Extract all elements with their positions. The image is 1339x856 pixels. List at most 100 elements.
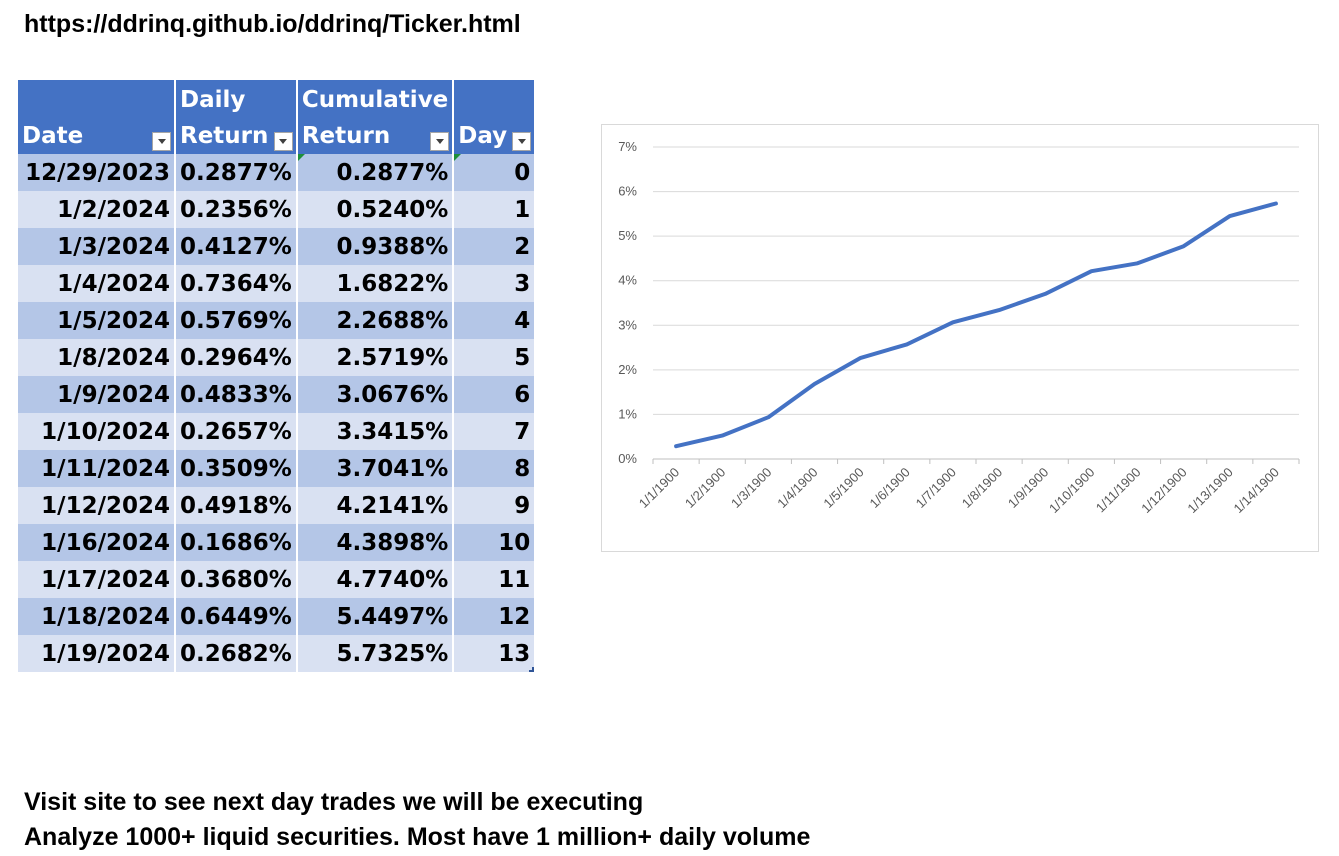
cell-date[interactable]: 1/19/2024 xyxy=(18,635,176,672)
cell-daily-return[interactable]: 0.2682% xyxy=(175,635,298,672)
cell-date[interactable]: 1/5/2024 xyxy=(18,302,176,339)
cell-date[interactable]: 1/3/2024 xyxy=(18,228,176,265)
cell-value: 1 xyxy=(514,196,531,223)
x-tick-label: 1/6/1900 xyxy=(867,465,913,511)
cell-daily-return[interactable]: 0.2877% xyxy=(175,154,298,191)
cell-date[interactable]: 1/8/2024 xyxy=(18,339,176,376)
cell-value: 1/3/2024 xyxy=(57,233,170,260)
cumulative-return-chart[interactable]: 0% 1% 2% 3% 4% 5% 6% 7% 1/1/1900 1/2/1900 1/3/1900… xyxy=(601,124,1319,552)
x-tick-label: 1/10/1900 xyxy=(1046,465,1098,517)
filter-dropdown-icon[interactable] xyxy=(512,132,532,151)
cell-date[interactable]: 1/11/2024 xyxy=(18,450,176,487)
y-tick-label: 7% xyxy=(618,139,637,154)
cell-cumulative-return[interactable]: 4.7740% xyxy=(296,561,455,598)
cell-daily-return[interactable]: 0.7364% xyxy=(175,265,298,302)
cell-cumulative-return[interactable]: 4.2141% xyxy=(296,487,455,524)
cell-value: 3.7041% xyxy=(336,455,449,482)
cell-cumulative-return[interactable]: 4.3898% xyxy=(296,524,455,561)
x-tick-label: 1/5/1900 xyxy=(820,465,866,511)
cell-value: 0.2657% xyxy=(180,418,292,445)
cell-value: 1/5/2024 xyxy=(57,307,170,334)
cell-cumulative-return[interactable]: 1.6822% xyxy=(296,265,455,302)
returns-table-container: Date Daily Return Cumulative Return Day xyxy=(18,80,535,672)
cell-daily-return[interactable]: 0.4918% xyxy=(175,487,298,524)
cell-day[interactable]: 13 xyxy=(453,635,535,672)
cell-daily-return[interactable]: 0.3509% xyxy=(175,450,298,487)
x-tick-label: 1/8/1900 xyxy=(959,465,1005,511)
cell-date[interactable]: 1/18/2024 xyxy=(18,598,176,635)
cell-cumulative-return[interactable]: 0.2877% xyxy=(296,154,455,191)
cell-date[interactable]: 1/12/2024 xyxy=(18,487,176,524)
source-url[interactable]: https://ddrinq.github.io/ddrinq/Ticker.h… xyxy=(24,10,521,38)
cell-cumulative-return[interactable]: 5.4497% xyxy=(296,598,455,635)
cell-value: 0.1686% xyxy=(180,529,292,556)
cell-value: 0.3680% xyxy=(180,566,292,593)
cell-value: 4.3898% xyxy=(336,529,449,556)
column-header-line2: Return xyxy=(180,123,269,149)
cell-day[interactable]: 10 xyxy=(453,524,535,561)
footer-line-1: Visit site to see next day trades we wil… xyxy=(24,788,644,816)
column-header-line2: Day xyxy=(458,123,508,149)
cell-daily-return[interactable]: 0.2356% xyxy=(175,191,298,228)
cell-day[interactable]: 11 xyxy=(453,561,535,598)
table-resize-handle-icon[interactable] xyxy=(529,667,535,672)
filter-dropdown-icon[interactable] xyxy=(273,132,293,151)
y-tick-label: 0% xyxy=(618,451,637,466)
x-tick-label: 1/7/1900 xyxy=(913,465,959,511)
cell-cumulative-return[interactable]: 2.5719% xyxy=(296,339,455,376)
cell-date[interactable]: 1/2/2024 xyxy=(18,191,176,228)
cell-value: 4.2141% xyxy=(336,492,449,519)
x-tick-label: 1/9/1900 xyxy=(1005,465,1051,511)
cell-value: 0.4918% xyxy=(180,492,292,519)
cell-cumulative-return[interactable]: 0.9388% xyxy=(296,228,455,265)
cell-value: 1/8/2024 xyxy=(57,344,170,371)
cell-day[interactable]: 2 xyxy=(453,228,535,265)
cell-value: 2.2688% xyxy=(336,307,449,334)
cell-day[interactable]: 6 xyxy=(453,376,535,413)
cell-cumulative-return[interactable]: 3.7041% xyxy=(296,450,455,487)
cell-day[interactable]: 12 xyxy=(453,598,535,635)
cell-day[interactable]: 7 xyxy=(453,413,535,450)
cell-date[interactable]: 1/4/2024 xyxy=(18,265,176,302)
cell-day[interactable]: 5 xyxy=(453,339,535,376)
cell-day[interactable]: 1 xyxy=(453,191,535,228)
cell-cumulative-return[interactable]: 3.3415% xyxy=(296,413,455,450)
cell-daily-return[interactable]: 0.2657% xyxy=(175,413,298,450)
column-header-daily-return: Daily Return xyxy=(175,80,298,154)
cell-day[interactable]: 3 xyxy=(453,265,535,302)
cell-date[interactable]: 1/16/2024 xyxy=(18,524,176,561)
cell-daily-return[interactable]: 0.1686% xyxy=(175,524,298,561)
cell-date[interactable]: 12/29/2023 xyxy=(18,154,176,191)
cell-cumulative-return[interactable]: 3.0676% xyxy=(296,376,455,413)
cell-cumulative-return[interactable]: 0.5240% xyxy=(296,191,455,228)
table-row: 12/29/2023 0.2877% 0.2877% 0 xyxy=(18,154,535,191)
cell-daily-return[interactable]: 0.6449% xyxy=(175,598,298,635)
cell-daily-return[interactable]: 0.5769% xyxy=(175,302,298,339)
cell-daily-return[interactable]: 0.2964% xyxy=(175,339,298,376)
cell-day[interactable]: 8 xyxy=(453,450,535,487)
y-tick-label: 2% xyxy=(618,362,637,377)
cell-daily-return[interactable]: 0.3680% xyxy=(175,561,298,598)
cell-date[interactable]: 1/10/2024 xyxy=(18,413,176,450)
cell-cumulative-return[interactable]: 2.2688% xyxy=(296,302,455,339)
table-header-row: Date Daily Return Cumulative Return Day xyxy=(18,80,535,154)
cell-day[interactable]: 4 xyxy=(453,302,535,339)
cell-date[interactable]: 1/9/2024 xyxy=(18,376,176,413)
cell-date[interactable]: 1/17/2024 xyxy=(18,561,176,598)
y-tick-label: 4% xyxy=(618,273,637,288)
filter-dropdown-icon[interactable] xyxy=(152,132,171,151)
cell-day[interactable]: 9 xyxy=(453,487,535,524)
cell-value: 1.6822% xyxy=(336,270,449,297)
cell-day[interactable]: 0 xyxy=(453,154,535,191)
cell-daily-return[interactable]: 0.4833% xyxy=(175,376,298,413)
cell-daily-return[interactable]: 0.4127% xyxy=(175,228,298,265)
cell-value: 5 xyxy=(514,344,531,371)
cell-value: 0.4127% xyxy=(180,233,292,260)
cell-cumulative-return[interactable]: 5.7325% xyxy=(296,635,455,672)
cell-value: 1/18/2024 xyxy=(41,603,170,630)
cell-value: 0 xyxy=(514,159,531,186)
cell-value: 0.5240% xyxy=(336,196,449,223)
cell-value: 0.2877% xyxy=(336,159,449,186)
filter-dropdown-icon[interactable] xyxy=(430,132,450,151)
cell-value: 0.2356% xyxy=(180,196,292,223)
